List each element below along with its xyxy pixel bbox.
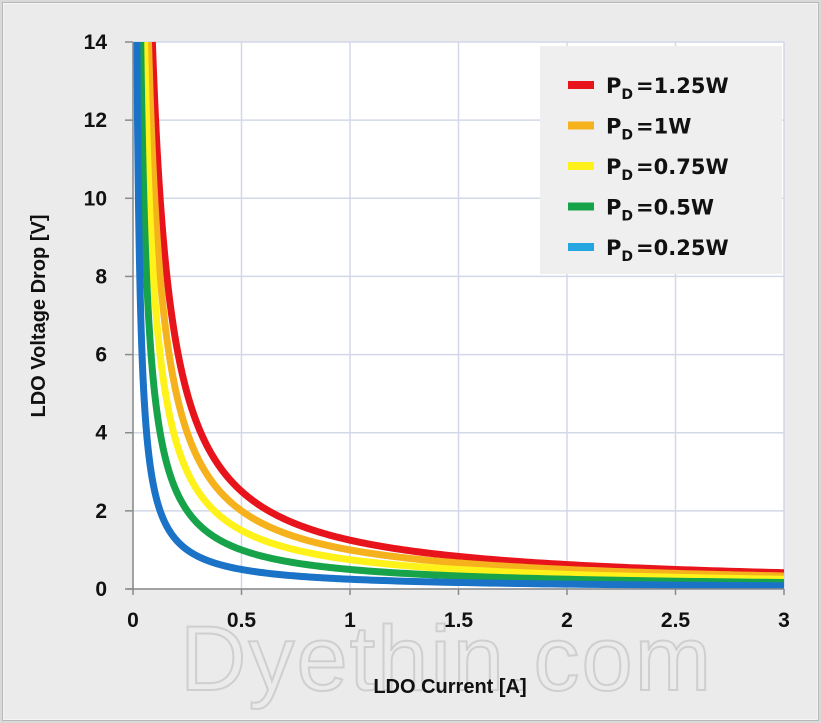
legend-item: PD =1W	[568, 115, 691, 144]
x-axis-ticks: 0 0.5 1 1.5 2 2.5 3	[127, 589, 790, 632]
data-series	[133, 41, 785, 590]
series-line	[141, 41, 785, 583]
axes	[127, 42, 784, 591]
legend-label: PD =1.25W	[606, 74, 729, 103]
y-tick-label: 4	[95, 422, 107, 445]
series-line	[145, 41, 785, 580]
y-tick-label: 14	[84, 31, 108, 54]
x-tick-label: 2	[561, 609, 573, 632]
legend: PD =1.25W PD =1W PD =0.75W PD =0.5W PD =0.25W	[540, 46, 782, 274]
x-tick-label: 0	[127, 609, 139, 632]
legend-label: PD =0.5W	[606, 196, 714, 225]
legend-label: PD =0.25W	[606, 236, 729, 265]
watermark-text: Dyethin.com	[180, 608, 713, 710]
y-tick-label: 12	[84, 109, 107, 132]
legend-item: PD =0.25W	[568, 236, 729, 265]
legend-item: PD =0.75W	[568, 155, 729, 184]
legend-swatch	[568, 162, 594, 170]
y-axis-title: LDO Voltage Drop [V]	[28, 215, 50, 418]
legend-swatch	[568, 243, 594, 251]
legend-swatch	[568, 121, 594, 130]
legend-swatch	[568, 202, 594, 211]
series-line	[137, 41, 785, 586]
x-tick-label: 3	[778, 609, 790, 632]
legend-label: PD =0.75W	[606, 155, 729, 184]
x-axis-title: LDO Current [A]	[373, 676, 526, 698]
x-tick-label: 1	[344, 609, 356, 632]
y-tick-label: 10	[84, 187, 107, 210]
series-line	[148, 41, 785, 577]
series-line	[133, 41, 785, 590]
x-tick-label: 0.5	[227, 609, 257, 632]
x-tick-label: 1.5	[444, 609, 474, 632]
legend-swatch	[568, 81, 594, 89]
x-tick-label: 2.5	[661, 609, 691, 632]
y-axis-ticks: 0 2 4 6 8 10 12 14	[84, 31, 133, 601]
y-tick-label: 2	[95, 500, 107, 523]
legend-item: PD =1.25W	[568, 74, 729, 103]
y-tick-label: 8	[95, 265, 107, 288]
y-tick-label: 0	[95, 578, 107, 601]
legend-item: PD =0.5W	[568, 196, 714, 225]
legend-label: PD =1W	[606, 115, 691, 144]
y-tick-label: 6	[95, 344, 107, 367]
